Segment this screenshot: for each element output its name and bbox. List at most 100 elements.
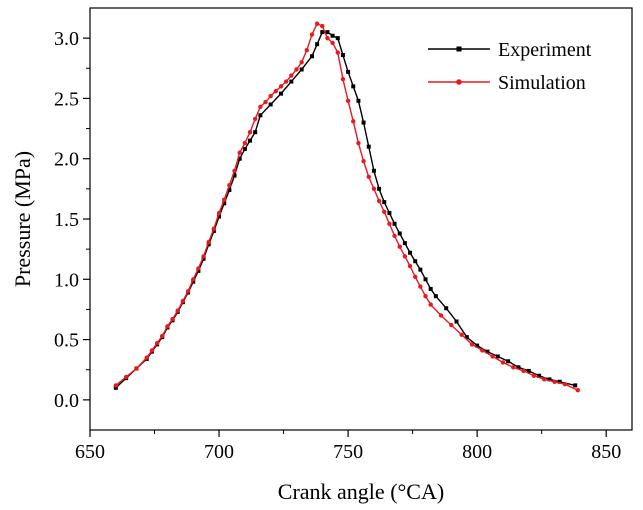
data-point-experiment	[325, 30, 330, 35]
data-point-simulation	[345, 98, 351, 104]
y-tick-label: 0.5	[54, 330, 79, 352]
data-point-experiment	[408, 250, 413, 255]
data-point-simulation	[160, 333, 165, 339]
x-tick-label: 850	[591, 441, 621, 463]
y-tick-label: 1.5	[54, 209, 79, 231]
data-point-simulation	[237, 150, 242, 155]
y-tick-label: 0.0	[54, 390, 79, 412]
data-point-simulation	[180, 298, 186, 304]
data-point-experiment	[506, 359, 511, 364]
data-point-experiment	[402, 241, 407, 246]
data-point-experiment	[299, 67, 304, 72]
data-point-experiment	[377, 186, 382, 191]
x-tick-label: 700	[204, 441, 234, 463]
tick-labels: 650 700 750 800 850 0.0 0.5 1.0 1.5 2.0 2.5 3.0	[54, 28, 621, 463]
data-point-experiment	[557, 379, 562, 384]
data-point-simulation	[361, 158, 366, 164]
data-point-experiment	[418, 267, 423, 272]
data-point-experiment	[315, 42, 320, 47]
data-point-simulation	[480, 348, 485, 353]
data-point-experiment	[371, 168, 376, 173]
data-point-simulation	[490, 354, 495, 359]
data-point-simulation	[144, 355, 149, 360]
data-point-simulation	[196, 266, 201, 271]
data-point-simulation	[175, 308, 180, 313]
x-tick-label: 650	[75, 441, 105, 463]
legend: Experiment Simulation	[428, 39, 592, 94]
data-point-experiment	[526, 368, 531, 373]
data-point-experiment	[454, 319, 459, 324]
data-point-simulation	[232, 168, 237, 173]
data-point-simulation	[511, 365, 516, 370]
legend-marker-experiment	[456, 46, 462, 52]
data-point-experiment	[113, 385, 118, 390]
data-point-experiment	[217, 214, 222, 219]
data-point-experiment	[423, 277, 428, 282]
data-point-experiment	[547, 377, 552, 382]
series-simulation	[113, 21, 580, 393]
data-point-experiment	[206, 242, 211, 247]
data-point-simulation	[268, 93, 273, 99]
data-point-simulation	[216, 210, 222, 216]
y-tick-label: 2.5	[54, 88, 79, 110]
data-point-simulation	[134, 366, 139, 371]
data-point-simulation	[289, 73, 294, 78]
data-point-simulation	[185, 289, 191, 294]
data-point-simulation	[340, 76, 346, 82]
plot-frame	[89, 7, 633, 431]
data-point-experiment	[495, 354, 500, 359]
data-point-simulation	[335, 50, 340, 55]
data-point-simulation	[242, 140, 248, 146]
y-tick-label: 2.0	[54, 149, 79, 171]
data-point-simulation	[351, 119, 356, 124]
y-tick-label: 1.0	[54, 269, 79, 291]
data-point-simulation	[201, 254, 206, 259]
x-tick-label: 750	[333, 441, 363, 463]
data-point-simulation	[325, 35, 330, 41]
data-point-simulation	[521, 368, 526, 374]
data-point-simulation	[402, 254, 408, 259]
data-point-experiment	[253, 130, 258, 135]
data-point-experiment	[237, 156, 242, 161]
data-point-simulation	[356, 140, 361, 146]
legend-label-experiment: Experiment	[498, 39, 592, 61]
data-point-experiment	[242, 147, 247, 152]
data-point-experiment	[356, 98, 361, 103]
data-point-simulation	[170, 316, 175, 322]
data-point-simulation	[392, 233, 397, 239]
data-point-simulation	[273, 88, 279, 94]
data-point-experiment	[361, 120, 366, 125]
data-point-simulation	[500, 360, 506, 365]
data-point-simulation	[149, 348, 155, 353]
data-point-experiment	[330, 33, 335, 38]
data-point-simulation	[459, 332, 464, 337]
data-point-experiment	[413, 259, 418, 264]
data-point-simulation	[531, 373, 537, 378]
data-point-experiment	[309, 54, 314, 59]
data-point-simulation	[304, 48, 309, 53]
data-point-simulation	[438, 313, 444, 318]
data-point-experiment	[268, 102, 273, 107]
data-point-simulation	[283, 79, 289, 84]
data-point-simulation	[382, 209, 387, 214]
data-point-simulation	[309, 32, 315, 37]
data-point-experiment	[258, 113, 263, 118]
y-axis-title: Pressure (MPa)	[10, 151, 35, 287]
data-point-simulation	[575, 388, 580, 393]
data-point-simulation	[252, 116, 258, 122]
data-point-simulation	[407, 263, 413, 269]
data-point-experiment	[211, 229, 216, 234]
data-point-experiment	[366, 144, 371, 149]
data-point-experiment	[573, 383, 578, 388]
data-point-simulation	[397, 244, 402, 249]
data-point-simulation	[423, 293, 428, 299]
data-point-experiment	[485, 349, 490, 354]
data-point-simulation	[191, 277, 196, 282]
data-point-experiment	[387, 210, 392, 215]
data-point-experiment	[397, 231, 402, 236]
data-point-experiment	[335, 36, 340, 41]
data-point-simulation	[428, 302, 433, 307]
series-layer	[113, 21, 580, 393]
data-point-simulation	[258, 104, 263, 110]
x-axis-title: Crank angle (°CA)	[278, 479, 444, 504]
